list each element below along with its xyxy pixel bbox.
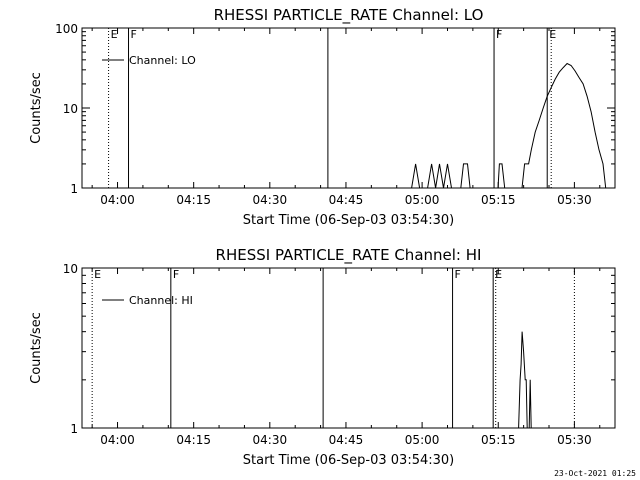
- x-tick-label: 04:00: [100, 193, 135, 207]
- x-tick-label: 04:15: [176, 433, 211, 447]
- x-tick-label: 05:15: [481, 433, 516, 447]
- event-marker-label: F: [173, 268, 179, 281]
- event-marker-label: E: [111, 28, 118, 41]
- x-tick-label: 05:15: [481, 193, 516, 207]
- event-marker-label: E: [549, 28, 556, 41]
- plot-timestamp: 23-Oct-2021 01:25: [554, 469, 636, 478]
- plot-frame: [81, 27, 616, 189]
- series-line: [518, 331, 532, 429]
- event-marker-label: F: [131, 28, 137, 41]
- event-marker-label: F: [496, 28, 502, 41]
- event-marker-label: F: [455, 268, 461, 281]
- x-tick-label: 05:00: [405, 433, 440, 447]
- y-axis-label: Counts/sec: [29, 312, 44, 384]
- y-tick-label: 10: [63, 262, 78, 276]
- series-line: [411, 62, 615, 189]
- x-tick-label: 04:30: [253, 193, 288, 207]
- x-tick-label: 05:30: [557, 193, 592, 207]
- y-tick-label: 1: [70, 422, 78, 436]
- y-tick-label: 100: [55, 22, 78, 36]
- x-tick-label: 05:00: [405, 193, 440, 207]
- event-marker-label: E: [94, 268, 101, 281]
- legend-label: Channel: HI: [129, 294, 193, 307]
- x-tick-label: 04:00: [100, 433, 135, 447]
- y-axis-label: Counts/sec: [29, 72, 44, 144]
- plot-frame: [81, 267, 616, 429]
- y-tick-label: 1: [70, 182, 78, 196]
- y-tick-label: 10: [63, 102, 78, 116]
- x-tick-label: 04:15: [176, 193, 211, 207]
- x-tick-label: 04:45: [329, 193, 364, 207]
- chart-title: RHESSI PARTICLE_RATE Channel: LO: [214, 6, 484, 25]
- x-tick-label: 04:30: [253, 433, 288, 447]
- x-tick-label: 04:45: [329, 433, 364, 447]
- x-tick-label: 05:30: [557, 433, 592, 447]
- legend-label: Channel: LO: [129, 54, 196, 67]
- x-axis-label: Start Time (06-Sep-03 03:54:30): [243, 453, 454, 468]
- event-marker-label: E: [495, 268, 502, 281]
- x-axis-label: Start Time (06-Sep-03 03:54:30): [243, 213, 454, 228]
- chart-title: RHESSI PARTICLE_RATE Channel: HI: [216, 246, 482, 265]
